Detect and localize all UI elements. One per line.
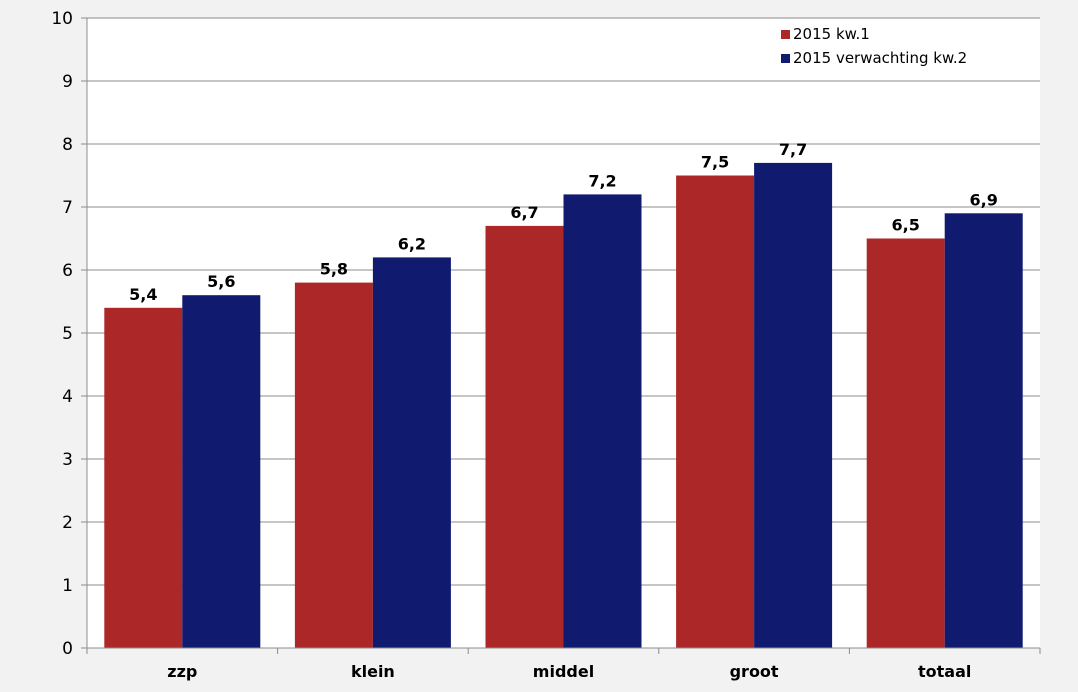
data-label: 5,8 (320, 260, 348, 279)
legend-swatch (781, 54, 790, 63)
data-label: 7,7 (779, 140, 807, 159)
bar-klein-series-1[interactable] (294, 282, 373, 648)
bar-zzp-series-2[interactable] (182, 295, 261, 648)
data-label: 7,2 (588, 171, 616, 190)
y-tick-label: 10 (51, 9, 73, 29)
x-category-label: klein (351, 662, 395, 681)
y-tick-label: 0 (62, 639, 73, 659)
data-label: 7,5 (701, 153, 729, 172)
y-tick-label: 4 (62, 387, 73, 407)
legend-swatch (781, 30, 790, 39)
data-label: 5,4 (129, 285, 157, 304)
y-tick-label: 9 (62, 72, 73, 92)
bar-groot-series-2[interactable] (754, 162, 833, 648)
x-category-label: middel (533, 662, 594, 681)
y-tick-label: 7 (62, 198, 73, 218)
x-category-label: groot (730, 662, 779, 681)
legend-label: 2015 verwachting kw.2 (793, 49, 967, 67)
data-label: 6,2 (398, 234, 426, 253)
y-tick-label: 2 (62, 513, 73, 533)
x-category-label: totaal (918, 662, 971, 681)
y-tick-label: 3 (62, 450, 73, 470)
data-label: 5,6 (207, 272, 235, 291)
x-category-label: zzp (167, 662, 197, 681)
bar-totaal-series-1[interactable] (866, 238, 945, 649)
y-tick-label: 6 (62, 261, 73, 281)
y-tick-label: 5 (62, 324, 73, 344)
bar-middel-series-2[interactable] (563, 194, 642, 648)
bar-groot-series-1[interactable] (676, 175, 755, 649)
bar-totaal-series-2[interactable] (944, 213, 1023, 649)
data-label: 6,7 (510, 203, 538, 222)
y-tick-label: 1 (62, 576, 73, 596)
bar-middel-series-1[interactable] (485, 225, 564, 648)
data-label: 6,9 (970, 190, 998, 209)
bar-klein-series-2[interactable] (372, 257, 451, 648)
bar-zzp-series-1[interactable] (104, 307, 183, 648)
y-tick-label: 8 (62, 135, 73, 155)
legend-label: 2015 kw.1 (793, 25, 870, 43)
data-label: 6,5 (892, 216, 920, 235)
